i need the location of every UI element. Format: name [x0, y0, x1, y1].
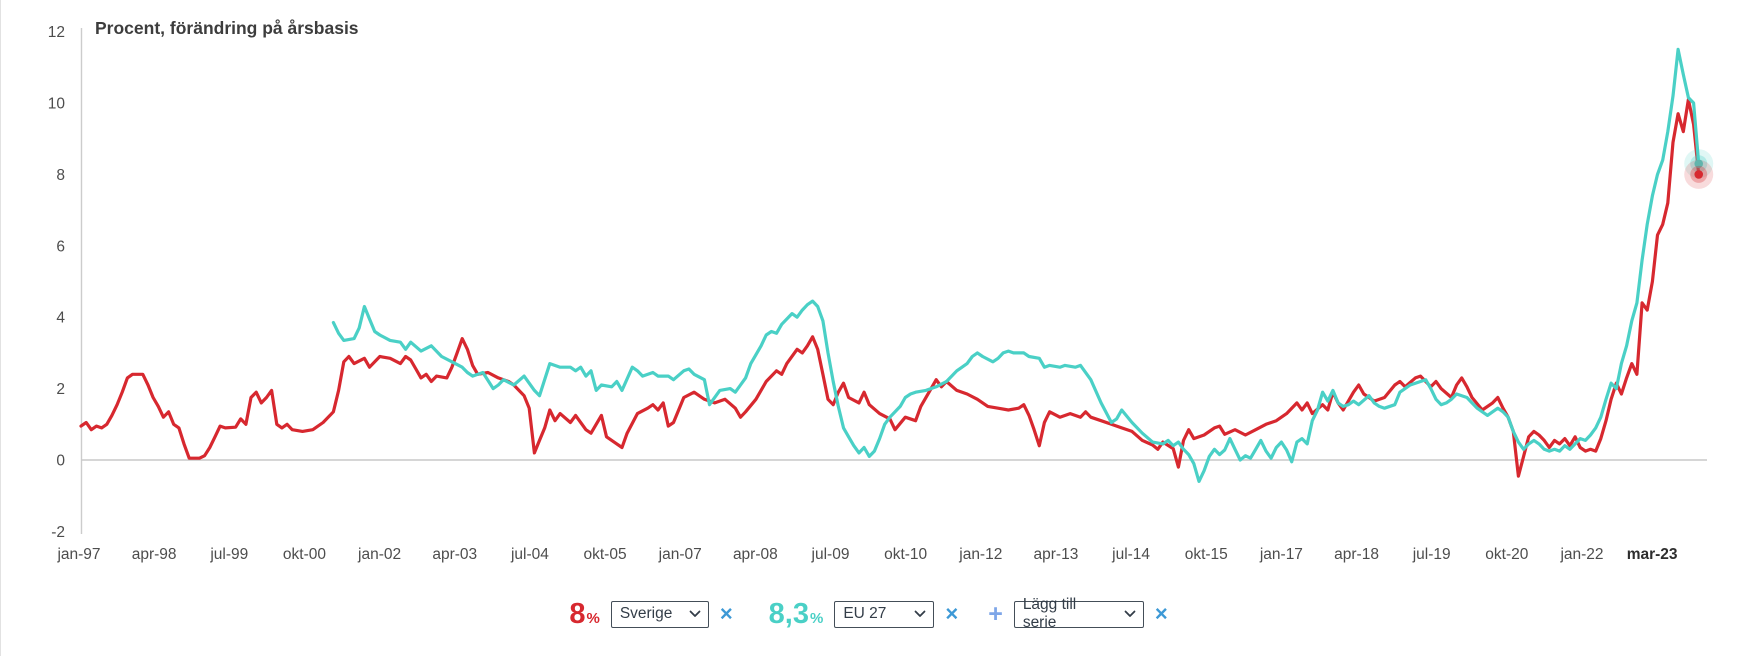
x-tick-label: jul-99	[209, 546, 248, 563]
y-tick-label: 4	[56, 310, 65, 327]
x-axis-labels: jan-97 apr-98 jul-99 okt-00 jan-02 apr-03 jul-…	[56, 546, 1677, 563]
x-tick-label: jan-22	[1559, 546, 1603, 563]
y-axis-labels: 12 10 8 6 4 2 0 -2	[48, 24, 66, 541]
x-tick-label: jan-02	[357, 546, 401, 563]
x-tick-label: apr-13	[1034, 546, 1079, 563]
series-select-sweden-value: Sverige	[619, 605, 673, 622]
plus-icon[interactable]: +	[988, 599, 1003, 628]
remove-series-sweden-button[interactable]: ×	[719, 601, 733, 626]
eu-percent-sign: %	[810, 609, 824, 627]
y-tick-label: -2	[51, 524, 65, 541]
remove-series-eu-button[interactable]: ×	[945, 601, 959, 626]
series-select-eu[interactable]: EU 27	[834, 600, 935, 628]
series-controls-row: 8% Sverige × 8,3% EU 27 × + Lägg till se…	[1, 594, 1737, 634]
remove-add-series-button[interactable]: ×	[1154, 601, 1168, 626]
series-select-sweden[interactable]: Sverige	[610, 600, 709, 628]
series-end-markers[interactable]	[1684, 149, 1714, 189]
add-series-control: + Lägg till serie ×	[970, 596, 1169, 631]
sverige-end-marker[interactable]	[1694, 170, 1704, 179]
x-tick-label: apr-18	[1334, 546, 1379, 563]
x-tick-label: jul-14	[1111, 546, 1150, 563]
x-tick-label: okt-05	[584, 546, 627, 563]
sverige-line[interactable]	[79, 97, 1701, 478]
series-control-eu: 8,3% EU 27 ×	[768, 597, 961, 630]
sweden-percent-sign: %	[586, 609, 600, 627]
series-select-eu-value: EU 27	[843, 605, 887, 622]
x-tick-label: jan-12	[958, 546, 1002, 563]
eu-27-end-marker[interactable]	[1694, 159, 1704, 168]
x-tick-label: okt-00	[283, 546, 326, 563]
y-tick-label: 12	[48, 24, 65, 41]
x-tick-label: okt-15	[1185, 546, 1228, 563]
sweden-value-number: 8	[569, 597, 586, 630]
y-tick-label: 8	[56, 167, 65, 184]
add-series-select-value: Lägg till serie	[1022, 596, 1077, 631]
add-series-select[interactable]: Lägg till serie	[1013, 596, 1144, 631]
x-tick-label: jul-04	[510, 546, 549, 563]
eu-latest-value: 8,3%	[768, 597, 824, 630]
chevron-down-icon	[689, 610, 701, 618]
x-tick-label: jul-09	[811, 546, 850, 563]
series-control-sweden: 8% Sverige ×	[569, 597, 734, 630]
sweden-latest-value: 8%	[569, 597, 600, 630]
x-tick-label: apr-98	[132, 546, 177, 563]
eu-value-number: 8,3	[768, 597, 809, 630]
x-tick-label: jan-07	[658, 546, 702, 563]
x-tick-label: apr-03	[432, 546, 477, 563]
x-tick-label: apr-08	[733, 546, 778, 563]
x-tick-label: jan-97	[56, 546, 100, 563]
series-lines[interactable]	[79, 47, 1701, 483]
y-tick-label: 0	[56, 453, 65, 470]
chart-title: Procent, förändring på årsbasis	[95, 18, 359, 38]
y-tick-label: 10	[48, 96, 66, 113]
line-chart[interactable]: Procent, förändring på årsbasis 12 10 8 6 4 2…	[1, 0, 1737, 585]
x-tick-label: okt-10	[884, 546, 927, 563]
x-tick-label: jan-17	[1259, 546, 1303, 563]
eu-27-line[interactable]	[331, 47, 1701, 483]
x-tick-label: mar-23	[1627, 546, 1678, 563]
y-tick-label: 6	[56, 238, 65, 255]
chevron-down-icon	[914, 610, 926, 618]
x-tick-label: jul-19	[1412, 546, 1451, 563]
x-tick-label: okt-20	[1485, 546, 1528, 563]
y-tick-label: 2	[56, 381, 65, 398]
chevron-down-icon	[1124, 610, 1136, 618]
